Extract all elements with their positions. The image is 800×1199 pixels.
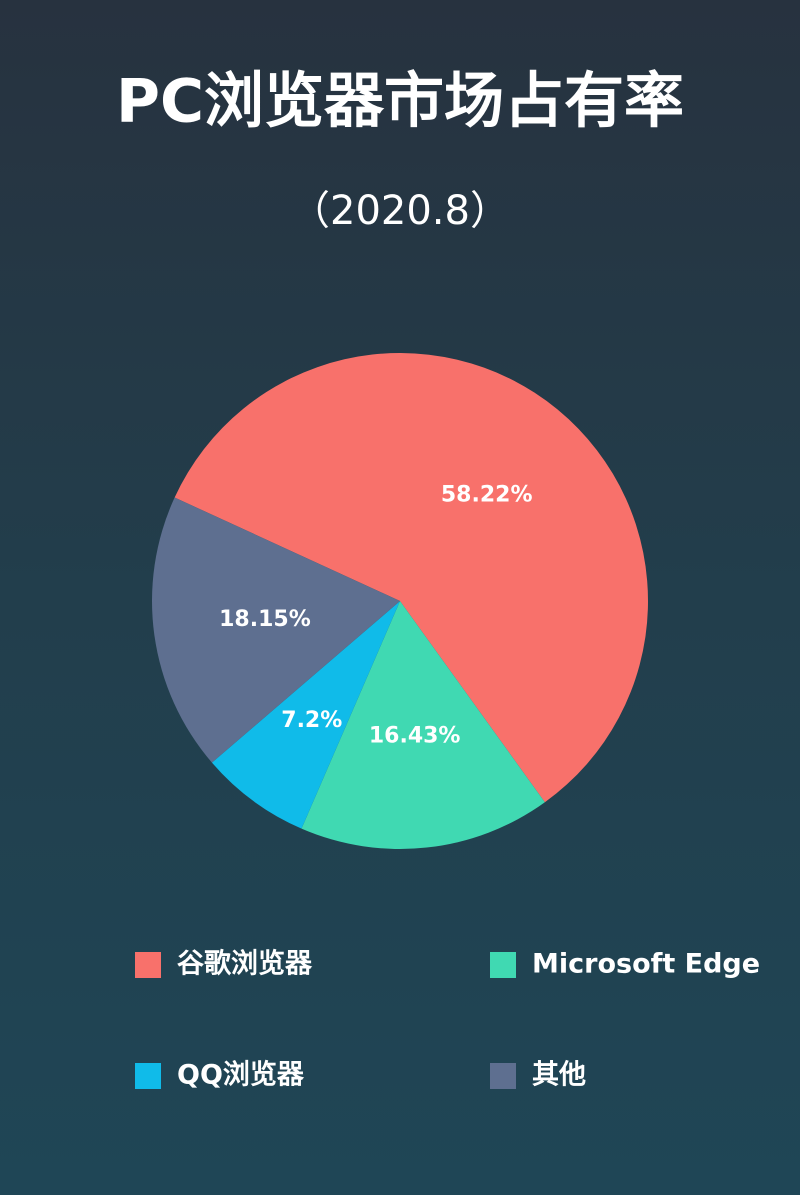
legend-label: 其他 bbox=[532, 1060, 586, 1091]
pie-slice bbox=[301, 601, 545, 849]
value-label: 16.43% bbox=[369, 724, 461, 749]
pie-slice bbox=[151, 497, 400, 763]
value-label: 7.2% bbox=[281, 708, 342, 733]
pie-slice bbox=[211, 601, 400, 829]
pie-slice bbox=[174, 353, 648, 803]
legend-label: QQ浏览器 bbox=[177, 1059, 305, 1091]
legend-swatch bbox=[490, 952, 516, 978]
value-label: 58.22% bbox=[441, 483, 533, 508]
value-label: 18.15% bbox=[219, 607, 311, 632]
legend-swatch bbox=[135, 1063, 161, 1089]
legend-swatch bbox=[135, 952, 161, 978]
legend-label: 谷歌浏览器 bbox=[177, 948, 313, 980]
legend-swatch bbox=[490, 1063, 516, 1089]
chart-subtitle: （2020.8） bbox=[290, 188, 510, 234]
chart-title: PC浏览器市场占有率 bbox=[116, 67, 684, 137]
legend-label: Microsoft Edge bbox=[532, 949, 760, 980]
